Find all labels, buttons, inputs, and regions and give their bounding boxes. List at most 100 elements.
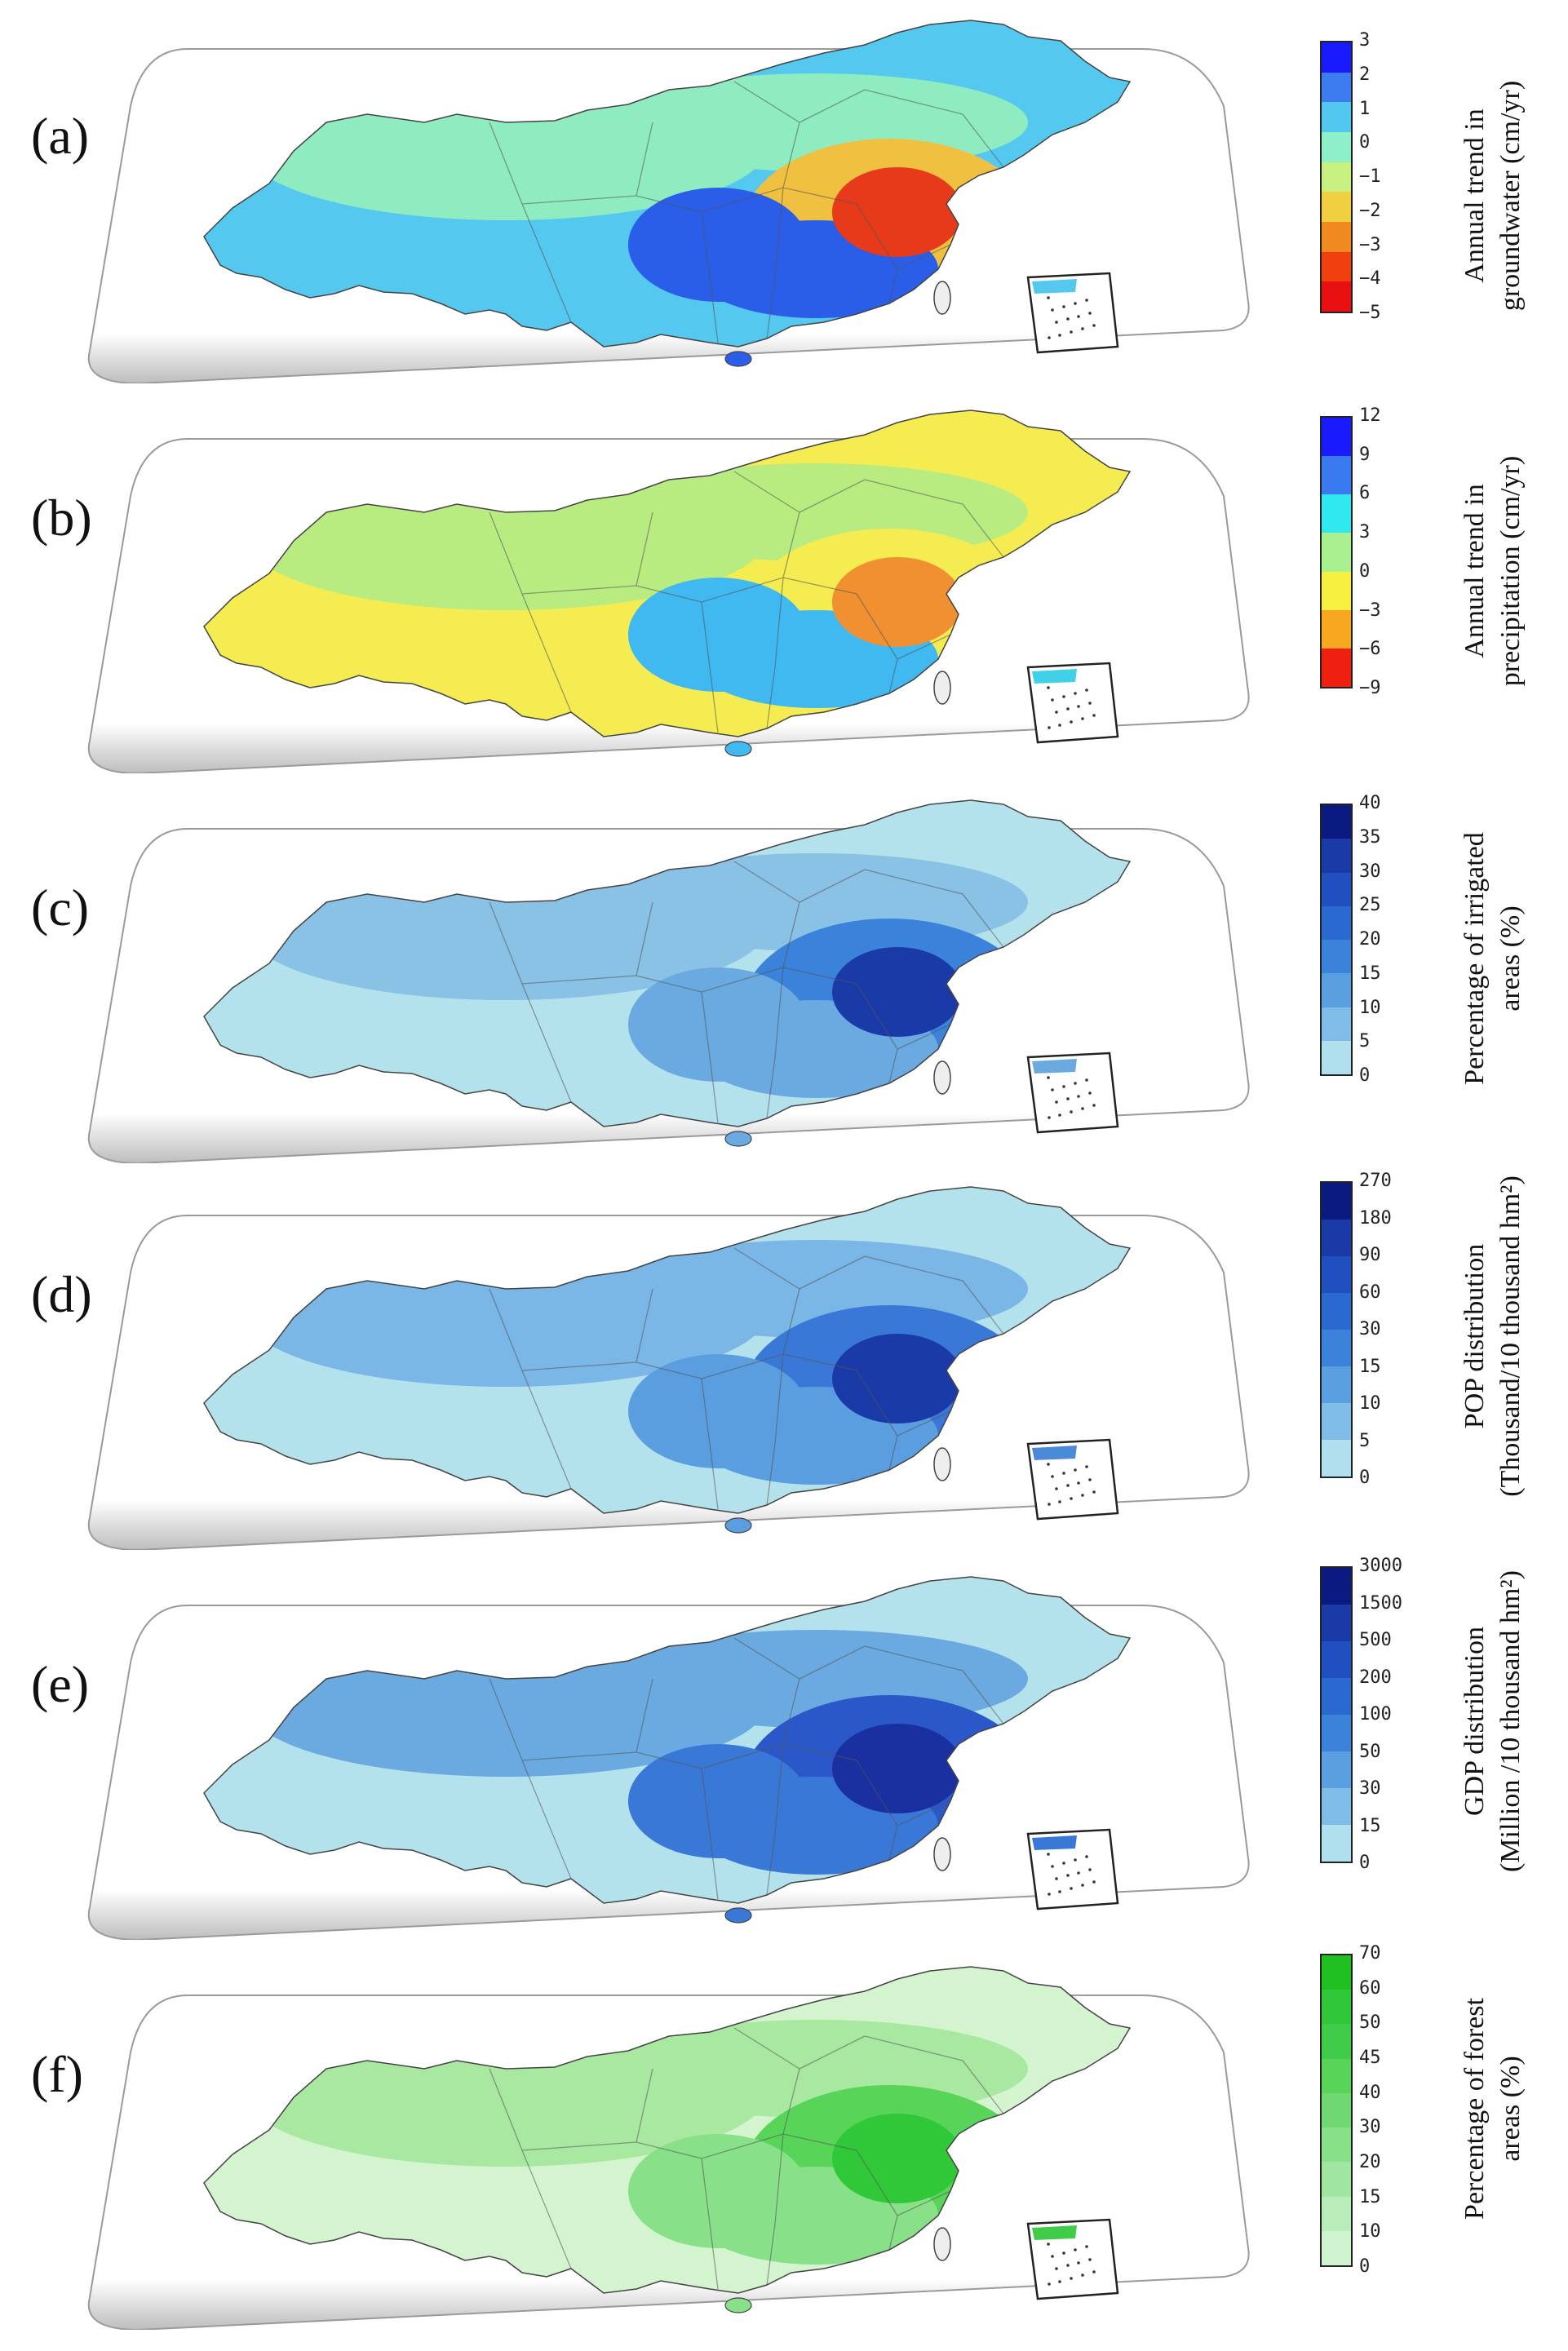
hainan-island: [724, 1131, 752, 1147]
colorbar: [1320, 804, 1353, 1076]
colorbar-tick-label: 30: [1359, 1319, 1381, 1339]
colorbar-segment: [1322, 571, 1351, 610]
colorbar-segment: [1322, 1825, 1351, 1862]
province-border: [701, 1378, 719, 1510]
map-region-core: [832, 557, 963, 647]
south-china-sea-inset: [1026, 272, 1119, 354]
colorbar-tick-label: 3: [1359, 30, 1371, 51]
colorbar-tick-label: 60: [1359, 1282, 1381, 1303]
colorbar-tick-label: 15: [1359, 2186, 1381, 2207]
colorbar-segment: [1322, 2127, 1351, 2163]
colorbar-segment: [1322, 2058, 1351, 2093]
province-border: [766, 187, 784, 339]
china-map: [87, 1186, 1250, 1550]
colorbar-segment: [1322, 1293, 1351, 1330]
colorbar-segment: [1322, 839, 1351, 873]
colorbar-tick-label: 15: [1359, 963, 1381, 984]
map-region-core: [832, 1724, 963, 1813]
province-border: [897, 2190, 951, 2216]
colorbar-tick-label: 5: [1359, 1031, 1371, 1052]
colorbar-segment: [1322, 102, 1351, 132]
colorbar-segment: [1322, 1715, 1351, 1751]
province-border: [733, 471, 800, 513]
colorbar-segment: [1322, 1366, 1351, 1403]
colorbar-segment: [1322, 940, 1351, 974]
province-border: [897, 1800, 951, 1826]
map-region-southwest: [628, 967, 808, 1082]
colorbar-segment: [1322, 494, 1351, 534]
colorbar-segment: [1322, 1751, 1351, 1788]
panel-label: (f): [31, 2045, 83, 2103]
colorbar-title: Percentage of forest areas (%): [1436, 1937, 1550, 2280]
colorbar-tick-label: −2: [1359, 200, 1381, 221]
taiwan-island: [933, 281, 951, 315]
colorbar-tick-label: 0: [1359, 1853, 1371, 1873]
colorbar: [1320, 1566, 1353, 1863]
taiwan-island: [933, 1837, 951, 1871]
colorbar-tick-label: −3: [1359, 234, 1381, 255]
province-border: [897, 1410, 951, 1437]
map-panel: (a) 3 2 1 0 −1 −2 −3 −4 −5 Annual trend in groundwa…: [0, 0, 1568, 383]
map-region-southwest: [628, 2134, 808, 2248]
colorbar-tick-label: 0: [1359, 1468, 1371, 1488]
colorbar-tick-label: 3: [1359, 522, 1371, 543]
province-border: [701, 211, 719, 343]
province-border: [636, 1678, 653, 1753]
colorbar-tick-label: −1: [1359, 166, 1381, 187]
colorbar-tick-label: 60: [1359, 1977, 1381, 1999]
colorbar-segment: [1322, 1256, 1351, 1293]
colorbar-tick-label: 100: [1359, 1704, 1392, 1725]
south-china-sea-inset: [1026, 662, 1119, 744]
colorbar-segment: [1322, 905, 1351, 940]
colorbar-tick-label: 15: [1359, 1356, 1381, 1377]
colorbar-tick-label: 0: [1359, 132, 1371, 153]
colorbar-tick-label: 90: [1359, 1245, 1381, 1265]
colorbar-segment: [1322, 1007, 1351, 1041]
map-region-southwest: [628, 1744, 808, 1858]
colorbar-segment: [1322, 1440, 1351, 1477]
colorbar-segment: [1322, 1183, 1351, 1220]
colorbar-segment: [1322, 192, 1351, 222]
hainan-island: [724, 1517, 752, 1534]
colorbar-tick-label: 0: [1359, 1065, 1371, 1086]
province-border: [733, 1637, 800, 1680]
colorbar-tick-label: 40: [1359, 2082, 1381, 2103]
panel-label: (c): [31, 879, 90, 936]
taiwan-island: [933, 671, 951, 705]
map-region-core: [832, 1334, 963, 1423]
colorbar-title: POP distribution (Thousand/10 thousand hm…: [1436, 1165, 1550, 1508]
province-border: [766, 1353, 784, 1506]
province-boundaries: [489, 2027, 1004, 2290]
colorbar-tick-label: 45: [1359, 2048, 1381, 2068]
province-border: [864, 1645, 1004, 1725]
colorbar-segment: [1322, 1040, 1351, 1074]
china-map: [87, 799, 1250, 1163]
colorbar-segment: [1322, 973, 1351, 1007]
south-china-sea-inset: [1026, 1438, 1119, 1521]
colorbar-tick-label: 10: [1359, 997, 1381, 1018]
colorbar-title-line1: Percentage of forest: [1459, 1998, 1490, 2220]
china-map: [87, 410, 1250, 773]
province-border: [701, 991, 719, 1123]
province-border: [864, 1255, 1004, 1335]
province-border: [733, 861, 800, 903]
colorbar-tick-label: 10: [1359, 1393, 1381, 1414]
colorbar-segment: [1322, 1641, 1351, 1678]
colorbar-tick-label: 180: [1359, 1207, 1392, 1229]
colorbar-segment: [1322, 2162, 1351, 2197]
province-border: [864, 869, 1004, 948]
country-outline: [203, 1186, 1132, 1514]
colorbar-segment: [1322, 131, 1351, 162]
colorbar-tick-label: 70: [1359, 1943, 1381, 1964]
colorbar-title: Annual trend in precipitation (cm/yr): [1436, 400, 1550, 742]
colorbar-segment: [1322, 1678, 1351, 1715]
province-border: [733, 1247, 800, 1290]
colorbar-tick-label: 5: [1359, 1430, 1371, 1451]
colorbar-segment: [1322, 1605, 1351, 1641]
colorbar-tick-label: 10: [1359, 2221, 1381, 2243]
map-panel: (f) 70 60 50 45 40 30 20 15 10 0 Percentage of fore…: [0, 1943, 1568, 2330]
colorbar-title-line1: Annual trend in: [1459, 484, 1490, 658]
country-outline: [203, 799, 1132, 1127]
province-border: [701, 601, 719, 733]
province-border: [701, 2158, 719, 2290]
